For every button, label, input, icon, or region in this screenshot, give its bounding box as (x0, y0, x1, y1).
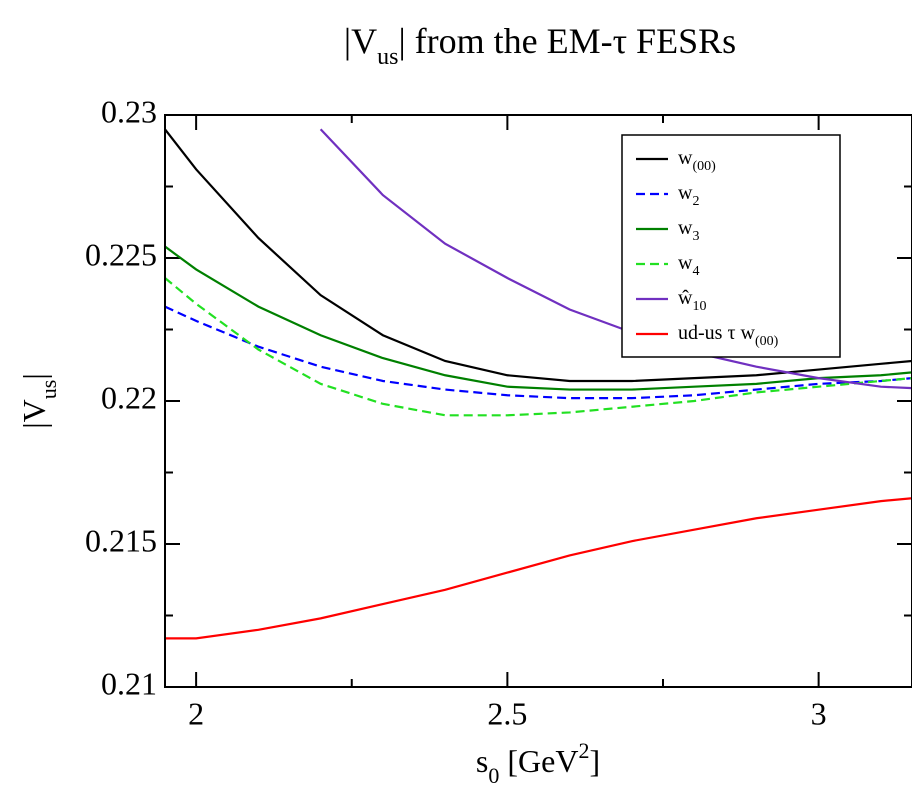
y-tick-label: 0.22 (101, 379, 157, 415)
legend-label-main: w (678, 252, 693, 274)
legend-label-main: w (678, 182, 693, 204)
x-tick-label: 3 (811, 695, 827, 731)
label-sup: 2 (578, 738, 589, 763)
legend-label-sub: 2 (692, 194, 699, 209)
label-part: ] (589, 743, 600, 779)
legend-label-main: w (678, 147, 693, 169)
legend-label: w4 (678, 252, 699, 279)
legend-label-main: ud-us τ w (678, 322, 755, 344)
legend-label: ud-us τ w(00) (678, 322, 779, 349)
legend-label: w3 (678, 217, 699, 244)
legend-label-sub: 3 (692, 229, 699, 244)
label-part: s (476, 743, 488, 779)
legend-label-sub: (00) (755, 334, 779, 349)
y-axis-label: |Vus| (16, 373, 60, 428)
series-line (165, 128, 912, 383)
x-axis-label: s0 [GeV2] (476, 738, 600, 788)
legend-label-main: ŵ (678, 287, 693, 309)
label-part: | (16, 373, 52, 379)
legend-label-sub: 10 (692, 299, 706, 314)
y-tick-label: 0.225 (85, 236, 157, 272)
plot-frame (164, 114, 912, 688)
chart-title: |Vus| from the EM-τ FESRs (344, 21, 736, 69)
series-line (165, 497, 912, 640)
legend-box (621, 134, 841, 358)
legend-label: w2 (678, 182, 699, 209)
series-line (165, 277, 912, 417)
legend-label: w(00) (678, 147, 716, 174)
x-tick-label: 2.5 (487, 695, 527, 731)
label-sub: us (36, 380, 61, 400)
title-part: |V (344, 21, 377, 61)
y-tick-label: 0.21 (101, 665, 157, 701)
label-part: |V (16, 399, 52, 429)
legend-label-sub: 4 (692, 264, 699, 279)
series-line (165, 305, 912, 400)
title-part: | from the EM-τ FESRs (398, 21, 736, 61)
x-tick-label: 2 (188, 695, 204, 731)
y-tick-label: 0.23 (101, 93, 157, 129)
y-tick-label: 0.215 (85, 522, 157, 558)
label-part: [GeV (499, 743, 578, 779)
legend-label-sub: (00) (692, 159, 716, 174)
label-sub: 0 (488, 763, 499, 788)
plot-area (165, 128, 912, 640)
title-sub: us (377, 44, 398, 70)
legend-label-main: w (678, 217, 693, 239)
series-line (165, 245, 912, 391)
legend-label: ŵ10 (678, 287, 706, 314)
